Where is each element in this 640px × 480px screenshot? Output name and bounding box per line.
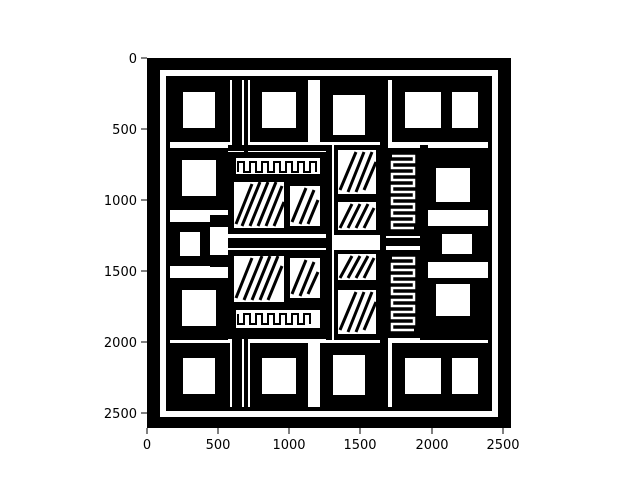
device-center-lower (334, 250, 380, 340)
y-tick-label: 1500 (104, 265, 137, 280)
y-tick-label: 500 (112, 123, 137, 138)
y-tick-label: 1000 (104, 194, 137, 209)
device-left-upper (228, 152, 326, 234)
right-pads (428, 148, 488, 340)
device-center-upper (334, 145, 380, 235)
bottom-pads (170, 335, 488, 407)
device-left-lower (228, 250, 326, 334)
x-tick-label: 1000 (272, 438, 305, 453)
x-tick-label: 0 (143, 438, 151, 453)
y-axis: 0 500 1000 1500 2000 2500 (104, 52, 147, 422)
y-tick-label: 0 (129, 52, 137, 67)
x-tick-label: 1500 (343, 438, 376, 453)
x-axis: 0 500 1000 1500 2000 2500 (143, 428, 520, 453)
x-tick-label: 500 (206, 438, 231, 453)
busses (210, 145, 428, 340)
device-right-lower (386, 250, 420, 338)
y-tick-label: 2500 (104, 407, 137, 422)
x-tick-label: 2500 (486, 438, 519, 453)
device-right-upper (386, 148, 420, 236)
x-tick-label: 2000 (415, 438, 448, 453)
chip-image (147, 58, 511, 428)
y-tick-label: 2000 (104, 336, 137, 351)
top-pads (170, 80, 488, 152)
left-pads (170, 148, 228, 340)
